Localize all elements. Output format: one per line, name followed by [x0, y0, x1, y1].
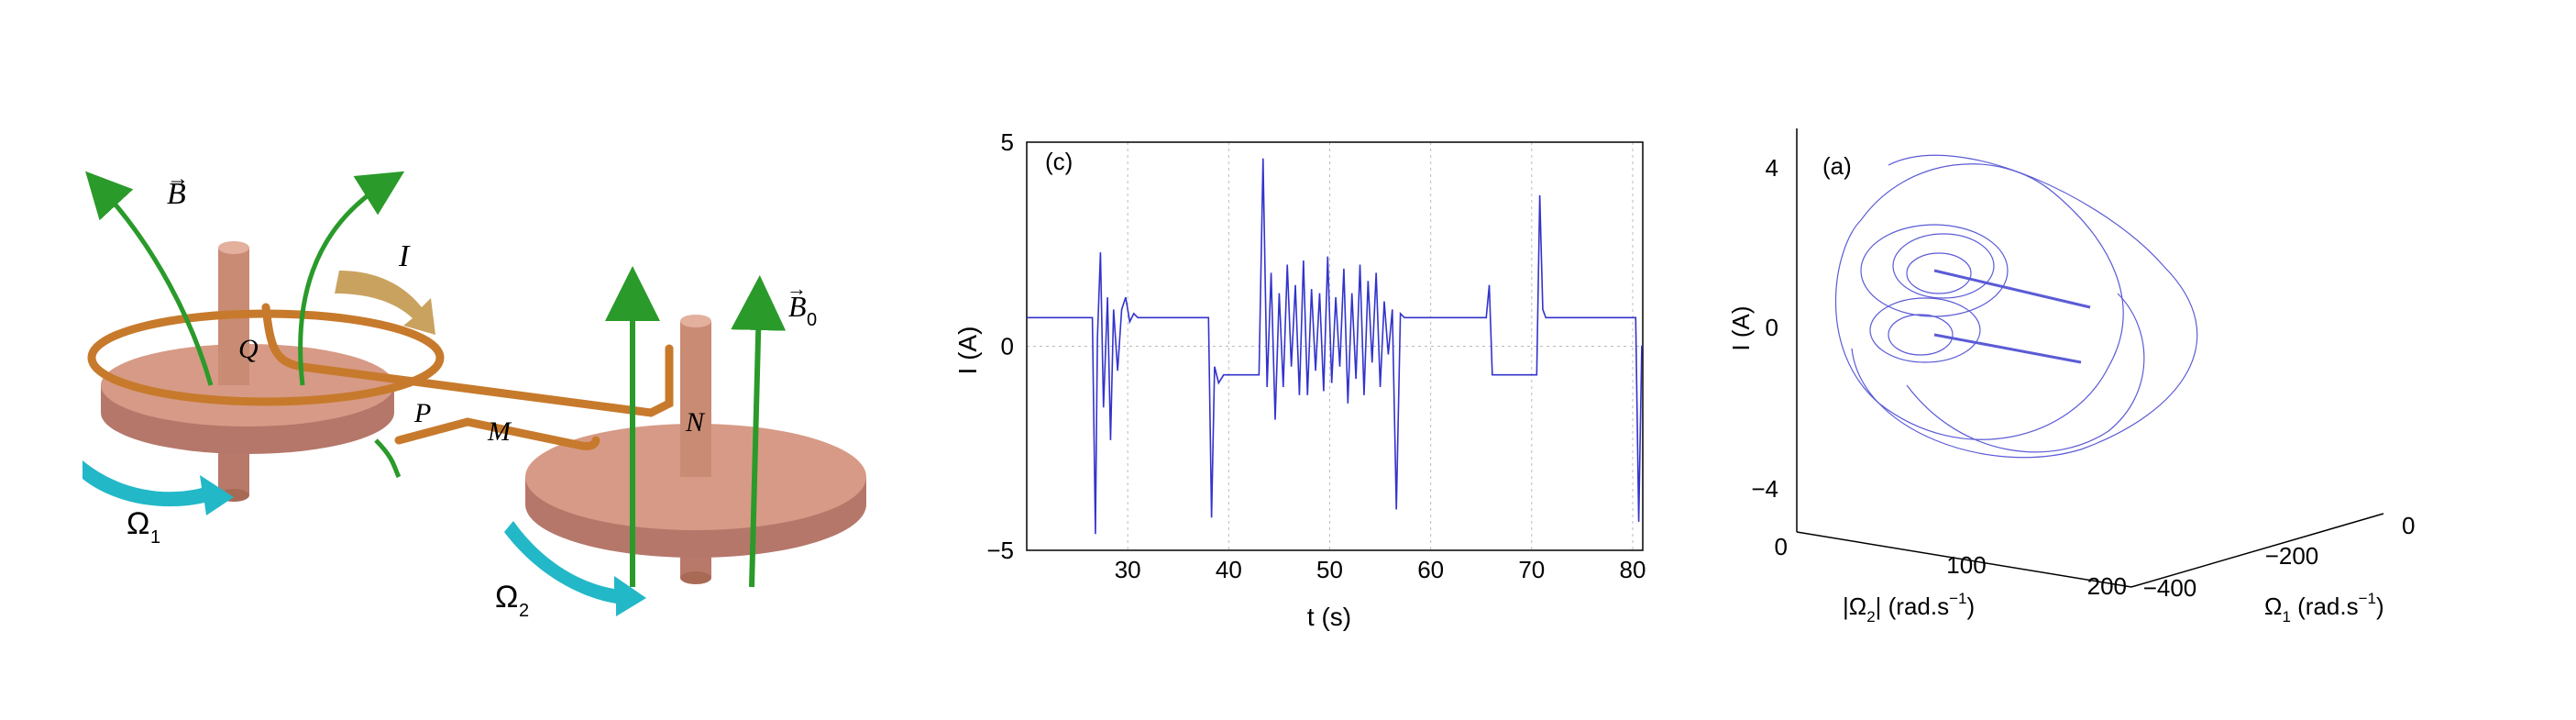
label-Omega1-sub: 1 [150, 527, 160, 548]
y-tick-label: −5 [986, 537, 1014, 564]
vector-arrow-B: → [167, 166, 189, 191]
y-tick-label: 5 [1001, 128, 1014, 156]
y-tick-label: −400 [2143, 574, 2197, 602]
y-axis-label: I (A) [953, 327, 982, 375]
dynamo-schematic: B → B 0 → I Q P M N Ω 1 Ω 2 [83, 138, 871, 633]
x-tick-label: 60 [1417, 556, 1444, 583]
trajectory-loop [1906, 252, 1972, 294]
label-I: I [398, 239, 411, 273]
panel-label-a: (a) [1822, 152, 1852, 180]
label-B0: B [788, 290, 807, 323]
trajectory-loop [1892, 233, 1995, 299]
z-axis-label: I (A) [1727, 305, 1755, 350]
right-disc [525, 315, 866, 584]
x-tick-label: 80 [1620, 556, 1646, 583]
rotation-arrow-2 [504, 521, 646, 616]
schematic-svg: B → B 0 → I Q P M N Ω 1 Ω 2 [83, 166, 866, 621]
z-tick-label: 0 [1766, 314, 1778, 341]
trajectory [1834, 154, 2198, 459]
trajectory-jump [1933, 269, 2091, 309]
label-B: B [167, 177, 186, 211]
field-lines-left [85, 171, 405, 479]
x-tick-label: 40 [1216, 556, 1242, 583]
x-axis-label: t (s) [1307, 603, 1351, 631]
y-axis-label: Ω1 (rad.s−1) [2264, 590, 2384, 626]
y-tick-label: −200 [2265, 542, 2319, 570]
y-tick-label: 0 [2402, 512, 2415, 539]
x-axis-label: |Ω2| (rad.s−1) [1843, 590, 1975, 626]
x-tick-label: 100 [1946, 551, 1986, 579]
z-tick-label: −4 [1751, 475, 1778, 503]
trajectory-outer [1906, 293, 2145, 453]
series-line-current [1027, 158, 1643, 535]
x-tick-label: 200 [2087, 572, 2127, 600]
grid [1027, 142, 1643, 550]
label-Omega2: Ω [495, 580, 518, 615]
phase-space-svg: (a) I (A) 4 0 −4 0 100 200 0 −200 −400 |… [1727, 128, 2415, 626]
trajectory-loop [1869, 297, 1981, 363]
time-series-svg: 30 40 50 60 70 80 −5 0 5 (c) t (s) I (A) [953, 128, 1646, 631]
label-B0-sub: 0 [807, 310, 817, 330]
z-tick-label: 4 [1766, 154, 1778, 182]
coil-wires [87, 303, 674, 450]
current-time-series-chart: 30 40 50 60 70 80 −5 0 5 (c) t (s) I (A) [935, 101, 1668, 651]
rotation-arrow-1 [83, 460, 234, 515]
y-tick-label: 0 [1001, 333, 1014, 360]
phase-space-3d-chart: (a) I (A) 4 0 −4 0 100 200 0 −200 −400 |… [1723, 110, 2548, 660]
tick-labels: 30 40 50 60 70 80 −5 0 5 [986, 128, 1646, 583]
field-lines-right [605, 266, 787, 588]
x-tick-label: 0 [1775, 533, 1788, 560]
trajectory-outer [1834, 163, 2124, 440]
label-M: M [487, 416, 512, 447]
x-tick-label: 50 [1316, 556, 1343, 583]
label-Omega1: Ω [127, 506, 149, 541]
current-arrow [335, 271, 435, 335]
trajectory-jump [1933, 333, 2082, 364]
label-P: P [413, 398, 431, 428]
trajectory-loop [1888, 314, 1954, 356]
x-tick-label: 30 [1115, 556, 1141, 583]
vector-arrow-B0: → [787, 277, 807, 300]
label-N: N [685, 407, 706, 438]
x-tick-label: 70 [1518, 556, 1545, 583]
label-Q: Q [238, 334, 259, 364]
3d-axes [1796, 128, 2384, 588]
panel-label-c: (c) [1045, 148, 1073, 175]
label-Omega2-sub: 2 [519, 601, 529, 621]
trajectory-outer [1851, 154, 2198, 459]
